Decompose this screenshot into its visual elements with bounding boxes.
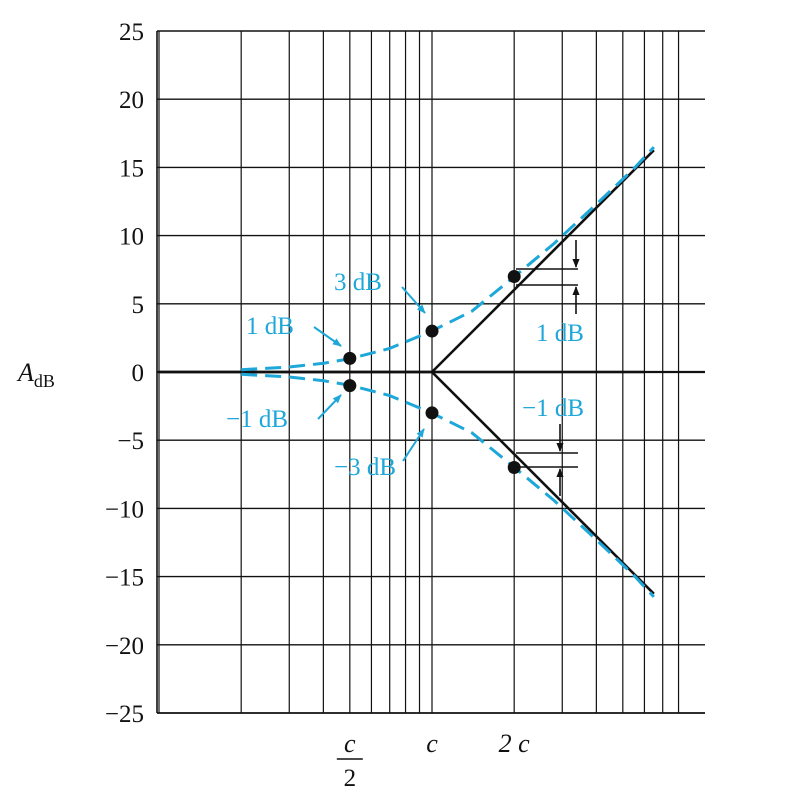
annotation-neg1db-right-label: −1 dB [522,395,584,422]
data-point-4 [507,270,521,284]
annotation-1db-right-label: 1 dB [536,320,584,347]
data-point-2 [425,324,439,338]
y-tick-label-4: 5 [132,292,145,319]
annotation-neg1db-arrow [317,394,342,420]
annotation-1db-label: 1 dB [246,313,294,340]
y-tick-label-1: 20 [119,87,144,114]
y-tick-label-5: 0 [132,360,145,387]
x-tick-label-den-0: 2 [344,765,357,792]
data-points [343,270,521,474]
dimension-upper [516,240,580,314]
series-neg_actual [241,372,655,598]
series-layer [159,146,655,598]
annotation-3db-label: 3 dB [334,269,382,296]
y-axis-label-main: A [16,358,34,387]
annotation-3db-arrow [401,286,426,314]
y-tick-label-9: −20 [105,633,144,660]
y-tick-label-2: 15 [119,155,144,182]
series-neg_asymptote [431,371,655,595]
annotation-neg3db-label: −3 dB [334,454,396,481]
annotation-1db-arrow [313,326,342,347]
y-axis-label-sub: dB [34,371,55,391]
x-tick-label-2: 2 c [499,729,531,758]
y-tick-label-10: −25 [105,701,144,728]
data-point-1 [343,379,357,393]
y-tick-label-3: 10 [119,224,144,251]
annotation-neg3db-arrow [402,428,425,462]
data-point-0 [343,351,357,365]
y-tick-label-8: −15 [105,565,144,592]
y-tick-labels: 25 20 15 10 5 0 −5 −10 −15 −20 −25 [105,19,144,728]
y-axis-label: AdB [16,358,55,391]
y-tick-label-7: −10 [105,496,144,523]
series-pos_actual [241,146,655,372]
y-tick-label-6: −5 [117,428,144,455]
data-point-5 [507,460,521,474]
x-tick-label-num-0: c [344,729,356,758]
data-point-3 [425,406,439,420]
annotation-neg1db-label: −1 dB [226,406,288,433]
dimension-lower [516,424,578,496]
x-tick-label-1: c [426,729,438,758]
x-tick-labels: c 2 c 2 c [336,729,531,792]
y-tick-label-0: 25 [119,19,144,46]
